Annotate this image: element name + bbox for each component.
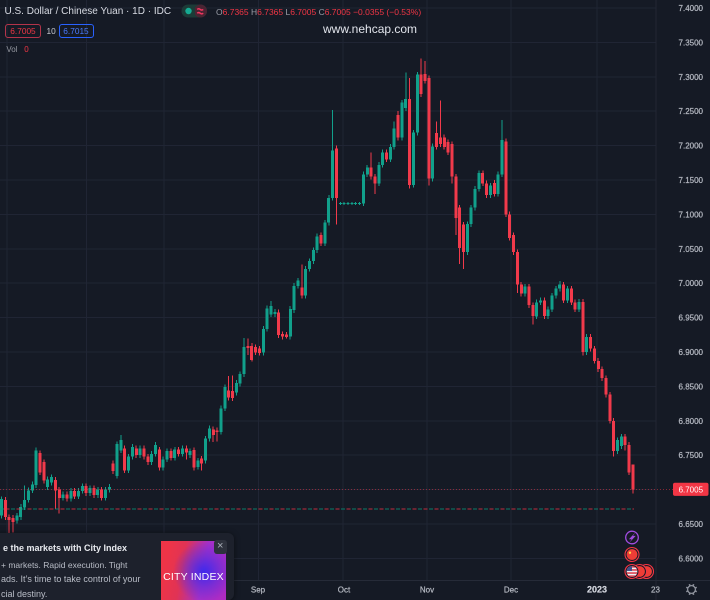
- svg-text:6.7500: 6.7500: [679, 451, 704, 460]
- svg-text:Dec: Dec: [504, 585, 518, 594]
- svg-text:6.7005: 6.7005: [679, 486, 704, 495]
- svg-text:7.2000: 7.2000: [679, 142, 704, 151]
- svg-text:7.0500: 7.0500: [679, 245, 704, 254]
- svg-text:7.1500: 7.1500: [679, 176, 704, 185]
- svg-text:6.9000: 6.9000: [679, 348, 704, 357]
- svg-text:7.3000: 7.3000: [679, 73, 704, 82]
- svg-text:6.6000: 6.6000: [679, 554, 704, 563]
- svg-text:6.8000: 6.8000: [679, 417, 704, 426]
- svg-text:2023: 2023: [587, 584, 607, 594]
- svg-text:6.6500: 6.6500: [679, 520, 704, 529]
- svg-text:Oct: Oct: [338, 585, 351, 594]
- svg-text:Nov: Nov: [420, 585, 434, 594]
- svg-text:6.9500: 6.9500: [679, 314, 704, 323]
- svg-text:Sep: Sep: [251, 585, 266, 594]
- svg-text:7.0000: 7.0000: [679, 279, 704, 288]
- svg-text:7.4000: 7.4000: [679, 4, 704, 13]
- svg-text:7.2500: 7.2500: [679, 107, 704, 116]
- svg-text:6.8500: 6.8500: [679, 382, 704, 391]
- svg-text:23: 23: [651, 585, 660, 594]
- svg-text:7.1000: 7.1000: [679, 210, 704, 219]
- svg-text:7.3500: 7.3500: [679, 38, 704, 47]
